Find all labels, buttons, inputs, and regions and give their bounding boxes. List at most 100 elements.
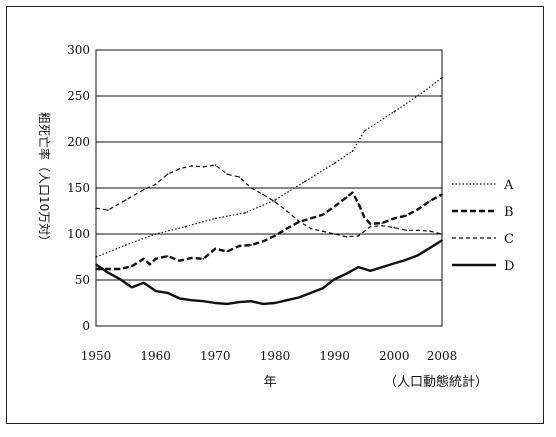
series-point-d [119, 278, 121, 280]
y-tick-label: 100 [67, 227, 90, 241]
series-point-c [310, 227, 312, 230]
series-point-b [286, 227, 288, 230]
series-point-b [250, 244, 252, 246]
x-axis-label: 年 [263, 375, 276, 390]
series-point-c [405, 229, 408, 232]
series-point-b [238, 245, 240, 247]
series-point-d [166, 292, 169, 294]
series-point-c [214, 164, 217, 166]
series-point-b [321, 213, 324, 216]
series-point-b [95, 268, 97, 270]
series-point-b [405, 214, 408, 217]
series-point-a [363, 130, 366, 132]
x-tick-label: 1950 [81, 349, 112, 363]
series-point-c [262, 193, 264, 196]
series-point-c [95, 207, 97, 209]
series-point-c [226, 173, 228, 175]
series-point-d [441, 239, 443, 242]
series-point-a [274, 199, 276, 201]
y-axis-label: 粗死亡率（人口10万対） [37, 112, 52, 247]
series-point-d [429, 247, 431, 249]
series-point-b [429, 200, 431, 202]
series-point-b [393, 217, 396, 220]
series-point-d [95, 263, 97, 266]
series-point-c [393, 226, 396, 229]
series-point-c [298, 220, 300, 222]
series-point-d [154, 290, 157, 292]
series-point-d [310, 292, 312, 294]
series-point-b [441, 193, 443, 196]
series-point-c [369, 225, 372, 228]
series-point-d [238, 301, 240, 303]
series-point-c [429, 230, 431, 232]
series-point-a [304, 180, 306, 183]
series-point-c [250, 187, 252, 189]
series-point-c [238, 176, 240, 178]
chart-frame [6, 6, 544, 424]
series-point-d [250, 300, 252, 303]
series-point-b [369, 223, 372, 225]
series-point-b [214, 247, 217, 250]
series-point-c [441, 233, 443, 235]
series-point-b [131, 265, 133, 268]
x-tick-label: 2000 [379, 349, 410, 363]
series-point-d [298, 296, 300, 299]
series-point-d [202, 300, 205, 303]
series-point-d [131, 286, 133, 289]
series-point-b [274, 235, 276, 237]
series-point-c [154, 183, 157, 186]
x-tick-label: 1960 [140, 349, 171, 363]
series-line-b [96, 191, 443, 271]
series-point-a [423, 90, 425, 93]
series-point-b [226, 250, 228, 253]
series-point-c [345, 236, 348, 238]
y-tick-label: 250 [67, 89, 90, 103]
series-point-b [202, 258, 205, 260]
series-point-b [310, 217, 312, 220]
series-point-c [190, 165, 193, 167]
series-point-d [178, 297, 181, 300]
series-point-b [333, 205, 336, 208]
series-point-c [381, 224, 384, 227]
series-line-a [95, 77, 443, 258]
series-point-c [178, 167, 181, 170]
series-point-d [142, 282, 145, 284]
series-line-c [95, 164, 443, 238]
legend-label-b: B [504, 205, 514, 220]
series-point-b [107, 268, 109, 270]
series-point-d [274, 302, 276, 304]
series-point-d [345, 272, 348, 275]
series-point-c [107, 209, 109, 211]
series-point-d [357, 266, 360, 268]
series-point-c [142, 189, 145, 191]
series-point-b [190, 257, 193, 259]
series-point-b [417, 208, 419, 210]
series-point-d [226, 303, 228, 305]
series-point-d [417, 254, 419, 256]
series-point-d [393, 262, 396, 265]
series-point-a [393, 110, 396, 113]
series-point-a [95, 256, 97, 258]
x-tick-label: 1980 [260, 349, 291, 363]
series-point-c [202, 166, 205, 168]
series-point-d [107, 271, 109, 274]
series-point-a [125, 244, 127, 246]
y-tick-label: 50 [75, 273, 90, 287]
series-point-b [166, 255, 169, 257]
series-point-b [142, 258, 145, 260]
series-point-d [214, 302, 217, 304]
series-point-a [351, 150, 354, 152]
series-point-a [154, 233, 157, 235]
series-point-b [363, 216, 366, 219]
series-line-d [95, 239, 443, 306]
series-point-b [119, 268, 121, 270]
legend-label-d: D [504, 259, 514, 274]
series-point-b [381, 222, 384, 224]
series-point-b [178, 259, 181, 262]
series-point-d [369, 270, 372, 272]
legend-label-c: C [504, 232, 514, 247]
series-point-a [441, 76, 443, 79]
series-point-c [125, 199, 127, 201]
series-point-c [321, 230, 324, 232]
